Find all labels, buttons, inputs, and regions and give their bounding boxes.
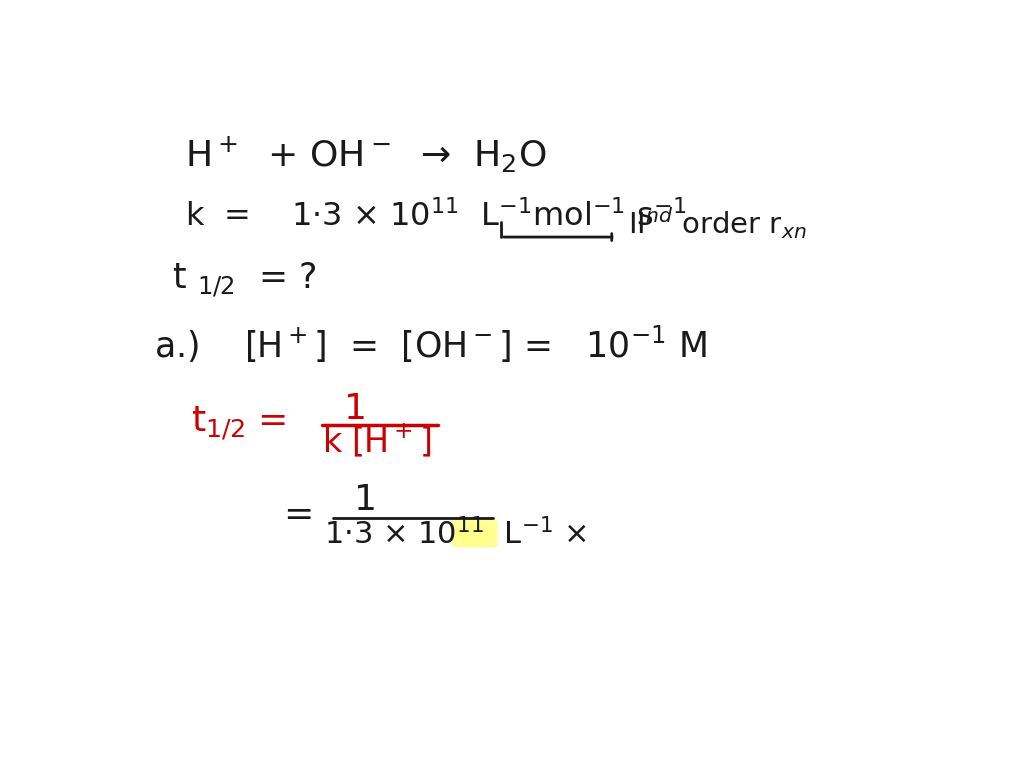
Text: 1: 1 <box>344 392 367 425</box>
Text: H$^+$  + OH$^-$  →  H$_2$O: H$^+$ + OH$^-$ → H$_2$O <box>185 134 547 174</box>
Text: 1: 1 <box>354 483 377 517</box>
Text: k [H$^+$]: k [H$^+$] <box>323 422 431 459</box>
FancyBboxPatch shape <box>452 519 498 548</box>
Ellipse shape <box>456 523 494 546</box>
Text: t $_{1/2}$  = ?: t $_{1/2}$ = ? <box>172 260 316 299</box>
Text: II$^{nd}$ order r$_{xn}$: II$^{nd}$ order r$_{xn}$ <box>628 206 807 241</box>
Text: 1·3 × 10$^{11}$  L$^{-1}$ ×: 1·3 × 10$^{11}$ L$^{-1}$ × <box>324 518 587 550</box>
Text: t$_{1/2}$ =: t$_{1/2}$ = <box>191 405 287 442</box>
Text: a.)    [H$^+$]  =  [OH$^-$] =   10$^{-1}$ M: a.) [H$^+$] = [OH$^-$] = 10$^{-1}$ M <box>155 324 707 366</box>
Text: k  =    1·3 × 10$^{11}$  L$^{-1}$mol$^{-1}$ s$^{-1}$: k = 1·3 × 10$^{11}$ L$^{-1}$mol$^{-1}$ s… <box>185 200 686 233</box>
Text: =: = <box>283 498 313 532</box>
